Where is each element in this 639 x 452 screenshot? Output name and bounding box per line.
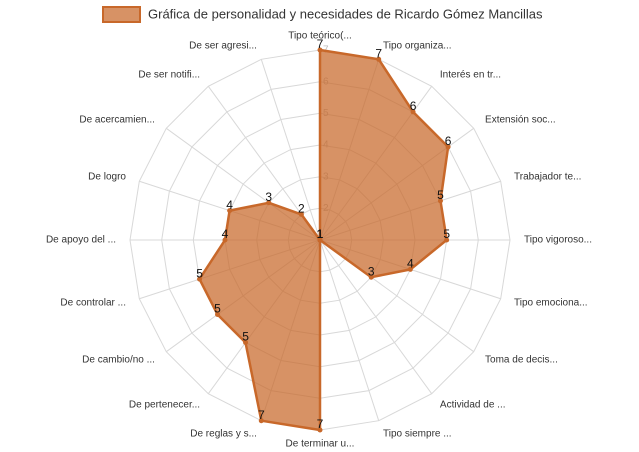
legend-swatch	[102, 6, 141, 23]
radar-point	[376, 56, 382, 62]
value-label: 6	[445, 134, 452, 148]
value-label: 7	[258, 408, 265, 422]
category-label: Tipo teórico(...	[288, 31, 352, 42]
value-label: 1	[317, 227, 324, 241]
value-label: 4	[407, 257, 414, 271]
category-label: De ser agresi...	[189, 41, 257, 52]
radar-point	[243, 339, 249, 345]
category-label: De terminar u...	[286, 439, 355, 450]
category-label: Tipo siempre ...	[383, 429, 452, 440]
category-label: Toma de decis...	[485, 355, 558, 366]
value-label: 2	[298, 202, 305, 216]
radar-area	[198, 48, 450, 432]
value-label: 7	[375, 46, 382, 60]
category-label: Tipo vigoroso...	[524, 235, 592, 246]
value-label: 7	[317, 37, 324, 51]
radar-point	[368, 274, 374, 280]
radar-point	[410, 109, 416, 115]
category-label: De acercamien...	[79, 115, 155, 126]
value-label: 1	[317, 227, 324, 241]
radar-point	[227, 208, 233, 214]
value-label: 5	[214, 302, 221, 316]
category-label: De pertenecer...	[129, 400, 200, 411]
category-label: Extensión soc...	[485, 115, 556, 126]
category-label: Interés en tr...	[440, 70, 501, 81]
category-label: De apoyo del ...	[46, 235, 116, 246]
category-label: De cambio/no ...	[82, 355, 155, 366]
value-label: 6	[410, 99, 417, 113]
category-label: De controlar ...	[60, 298, 126, 309]
value-label: 1	[317, 227, 324, 241]
spoke	[319, 239, 433, 395]
value-label: 4	[222, 227, 229, 241]
radar-point	[317, 427, 323, 433]
spoke	[319, 239, 380, 421]
radar-point	[317, 237, 323, 243]
radar-point	[317, 47, 323, 53]
radar-point	[437, 198, 443, 204]
category-label: Tipo organiza...	[383, 41, 452, 52]
value-label: 7	[317, 417, 324, 431]
legend-label: Gráfica de personalidad y necesidades de…	[148, 6, 543, 21]
radar-point	[215, 311, 221, 317]
value-label: 5	[437, 188, 444, 202]
category-label: Actividad de ...	[440, 400, 506, 411]
category-label: De reglas y s...	[190, 429, 257, 440]
value-label: 5	[242, 330, 249, 344]
radar-point	[445, 144, 451, 150]
value-label: 3	[265, 190, 272, 204]
value-label: 5	[443, 227, 450, 241]
radar-point	[222, 237, 228, 243]
radar-point	[266, 200, 272, 206]
radar-point	[444, 237, 450, 243]
radar-point	[407, 266, 413, 272]
value-label: 3	[368, 264, 375, 278]
radar-point	[258, 418, 264, 424]
radar-point	[197, 276, 203, 282]
category-label: Tipo emociona...	[514, 298, 588, 309]
radar-point	[298, 211, 304, 217]
category-label: De logro	[88, 172, 126, 183]
spoke	[260, 59, 321, 241]
category-label: De ser notifi...	[138, 70, 200, 81]
value-label: 4	[226, 198, 233, 212]
category-label: Trabajador te...	[514, 172, 581, 183]
value-label: 5	[196, 266, 203, 280]
